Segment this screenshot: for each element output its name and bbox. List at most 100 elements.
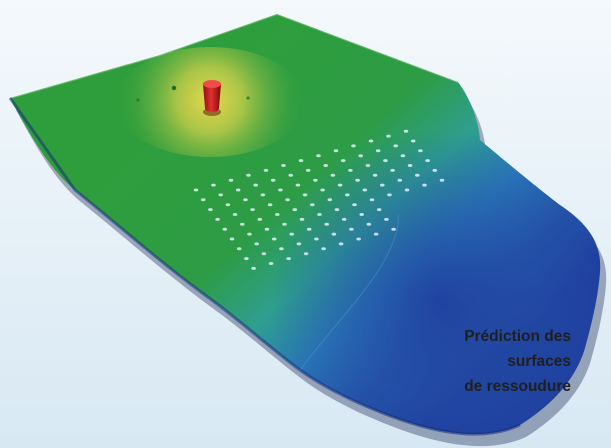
hole bbox=[257, 217, 263, 221]
hole bbox=[358, 154, 364, 158]
hole bbox=[365, 164, 371, 167]
hole bbox=[281, 164, 286, 167]
hole bbox=[366, 222, 372, 226]
hole bbox=[229, 237, 235, 241]
hole bbox=[422, 183, 427, 187]
hole bbox=[393, 144, 399, 148]
hole bbox=[316, 154, 321, 158]
hole bbox=[285, 198, 290, 202]
hole bbox=[268, 262, 274, 265]
hole bbox=[261, 252, 267, 256]
hole bbox=[340, 159, 346, 163]
hole bbox=[390, 168, 395, 172]
injection-point-top bbox=[203, 80, 221, 88]
hole bbox=[298, 159, 304, 163]
hole bbox=[222, 227, 228, 231]
hole bbox=[337, 183, 343, 187]
caption-text: Prédiction des surfaces de ressoudure bbox=[371, 324, 571, 399]
hole bbox=[373, 232, 379, 236]
hole bbox=[400, 154, 406, 158]
hole bbox=[296, 242, 302, 246]
caption-line-3: de ressoudure bbox=[464, 378, 571, 395]
hole-grid bbox=[193, 129, 445, 270]
hole bbox=[263, 168, 269, 172]
marker-dot bbox=[246, 96, 250, 100]
hole bbox=[270, 178, 276, 182]
hole bbox=[397, 178, 403, 182]
hole bbox=[295, 183, 301, 187]
hole bbox=[278, 188, 283, 192]
hole bbox=[232, 213, 238, 216]
hole bbox=[415, 173, 420, 177]
hole bbox=[323, 164, 329, 167]
hole bbox=[299, 217, 305, 221]
hole bbox=[267, 203, 273, 207]
hole bbox=[407, 164, 413, 167]
hole bbox=[215, 217, 220, 221]
hole bbox=[331, 232, 337, 236]
hole bbox=[313, 178, 318, 182]
injection-point-marker bbox=[203, 80, 221, 116]
marker-dot bbox=[171, 85, 177, 91]
hole bbox=[380, 183, 385, 187]
hole bbox=[356, 237, 361, 241]
hole bbox=[228, 178, 234, 182]
hole bbox=[368, 139, 374, 143]
hole bbox=[345, 193, 350, 197]
hole bbox=[330, 173, 336, 177]
hole bbox=[271, 237, 277, 241]
hole bbox=[211, 183, 216, 187]
hole bbox=[327, 198, 333, 202]
hole bbox=[348, 168, 353, 172]
hole bbox=[386, 134, 391, 138]
hole bbox=[341, 217, 347, 221]
hole bbox=[387, 193, 392, 197]
hole bbox=[292, 208, 298, 212]
hole bbox=[432, 168, 438, 172]
hole bbox=[351, 144, 356, 148]
hole bbox=[244, 257, 249, 261]
hole bbox=[254, 242, 259, 246]
hole bbox=[264, 227, 270, 231]
hole bbox=[355, 178, 360, 182]
caption-line-1: Prédiction des bbox=[464, 328, 571, 345]
hole bbox=[310, 203, 315, 207]
hole bbox=[369, 198, 375, 202]
caption-line-2: surfaces bbox=[507, 353, 571, 370]
hole bbox=[352, 203, 357, 207]
hole bbox=[320, 188, 325, 192]
hole bbox=[240, 222, 245, 226]
hole bbox=[260, 193, 266, 197]
small-markers bbox=[136, 85, 250, 102]
plate-front-edge bbox=[8, 97, 521, 436]
marker-dot bbox=[136, 98, 140, 102]
hole bbox=[410, 139, 416, 143]
hole bbox=[372, 173, 378, 177]
hole bbox=[275, 213, 280, 216]
hole bbox=[218, 193, 223, 197]
hole bbox=[334, 208, 340, 212]
hole bbox=[235, 188, 241, 192]
hole bbox=[333, 149, 339, 153]
hole bbox=[383, 159, 388, 163]
hole bbox=[253, 183, 258, 187]
hole bbox=[302, 193, 308, 197]
hole bbox=[439, 178, 445, 182]
hole bbox=[243, 198, 248, 202]
hole bbox=[279, 247, 284, 251]
hole bbox=[247, 232, 252, 236]
hole bbox=[376, 208, 382, 212]
weld-line bbox=[299, 214, 399, 371]
hole bbox=[314, 237, 319, 241]
hole bbox=[208, 208, 213, 212]
hole bbox=[375, 149, 381, 153]
hole bbox=[324, 222, 330, 226]
hole bbox=[246, 173, 251, 177]
hole bbox=[349, 227, 354, 231]
hole bbox=[303, 252, 309, 256]
injection-point-body bbox=[203, 84, 221, 112]
hole bbox=[425, 159, 430, 163]
hole bbox=[288, 173, 294, 177]
hole bbox=[403, 129, 409, 133]
